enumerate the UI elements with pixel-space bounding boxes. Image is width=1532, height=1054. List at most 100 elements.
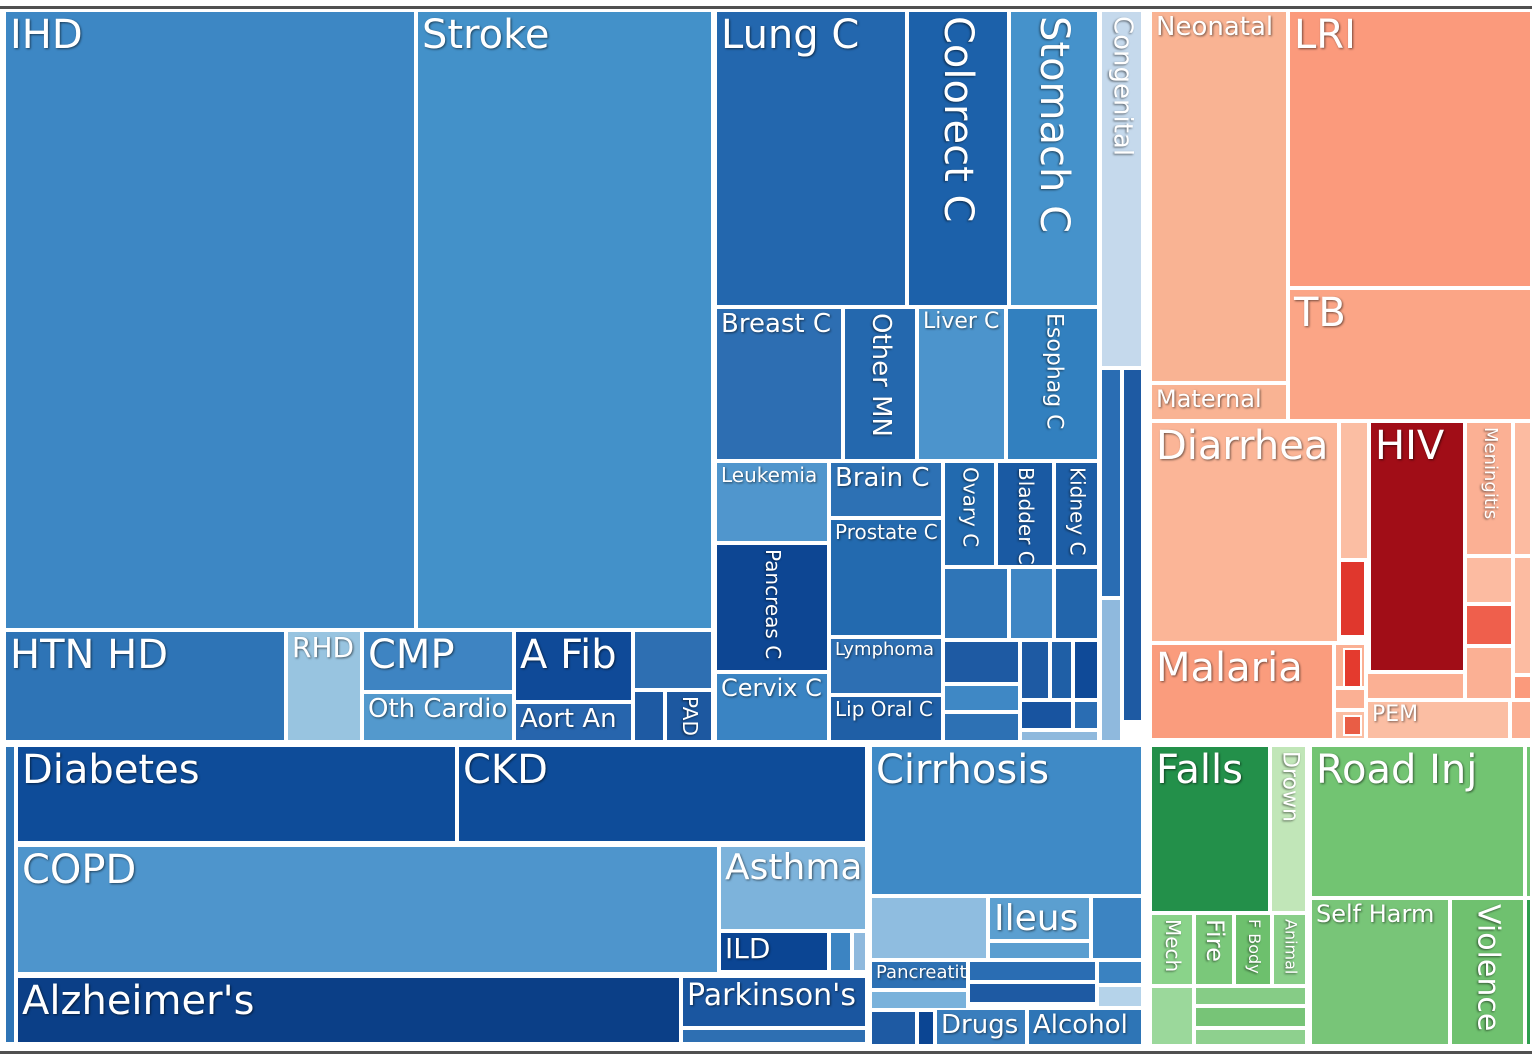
cell-unlabeled-81 [1465,604,1513,646]
label-cervix-c: Cervix C [721,674,822,702]
cell-animal: Animal [1272,913,1307,986]
cell-brain-c: Brain C [829,461,943,518]
cell-unlabeled-108 [1525,898,1532,1046]
label-alcohol: Alcohol [1033,1010,1128,1040]
cell-oth-cardio: Oth Cardio [362,692,514,742]
label-cmp: CMP [368,632,455,678]
cell-lung-c: Lung C [715,10,907,307]
cell-cmp: CMP [362,630,514,692]
label-stomach-c: Stomach C [1031,16,1077,234]
label-pancreatit: Pancreatit [876,962,967,983]
cell-neonatal: Neonatal [1150,10,1288,383]
cell-pancreas-c: Pancreas C [715,543,829,672]
label-esophag-c: Esophag C [1041,313,1067,430]
label-drown: Drown [1277,751,1303,822]
cell-cirrhosis: Cirrhosis [870,745,1143,896]
label-lymphoma: Lymphoma [835,639,934,660]
label-f-body: F Body [1244,919,1264,974]
cell-alcohol: Alcohol [1027,1008,1143,1046]
cell-lymphoma: Lymphoma [829,637,943,695]
cell-asthma: Asthma [719,845,867,931]
cell-unlabeled-61 [968,960,1097,982]
cell-ihd: IHD [4,10,416,630]
label-liver-c: Liver C [923,309,1000,334]
label-leukemia: Leukemia [721,463,818,487]
cell-other-mn: Other MN [843,307,917,461]
label-brain-c: Brain C [835,463,930,493]
cell-maternal: Maternal [1150,383,1288,421]
cell-liver-c: Liver C [917,307,1006,461]
label-congenital: Congenital [1107,16,1138,157]
label-colorect-c: Colorect C [935,16,981,223]
cell-unlabeled-75 [1339,421,1369,560]
label-ihd: IHD [10,12,83,58]
cell-congenital: Congenital [1100,10,1143,368]
label-mech: Mech [1161,919,1185,973]
cell-unlabeled-50 [829,931,852,972]
cell-unlabeled-8 [633,630,713,690]
cell-violence: Violence [1450,898,1525,1046]
cell-unlabeled-34 [1054,567,1099,640]
cell-prostate-c: Prostate C [829,518,943,637]
treemap-frame [0,6,1532,1054]
label-hiv: HIV [1375,423,1445,469]
label-rhd: RHD [292,631,355,664]
cell-kidney-c: Kidney C [1054,461,1099,567]
label-drugs: Drugs [941,1010,1019,1040]
cell-malaria: Malaria [1150,643,1334,740]
cell-unlabeled-17 [1100,598,1122,742]
label-malaria: Malaria [1156,645,1303,691]
label-ileus: Ileus [994,898,1079,939]
cell-alzheimers: Alzheimer's [16,976,681,1044]
cell-pem: PEM [1366,700,1510,740]
cell-a-fib: A Fib [514,630,633,702]
cell-unlabeled-66 [870,1010,917,1046]
cell-unlabeled-84 [1513,675,1532,700]
cell-unlabeled-15 [1100,368,1122,598]
cell-unlabeled-36 [943,684,1020,712]
label-tb: TB [1294,290,1346,336]
cell-stomach-c: Stomach C [1009,10,1099,307]
cell-unlabeled-51 [852,931,867,972]
label-maternal: Maternal [1156,385,1262,413]
cell-bladder-c: Bladder C [996,461,1054,567]
label-ckd: CKD [463,747,548,793]
cell-unlabeled-62 [1097,960,1143,985]
cell-stroke: Stroke [416,10,713,630]
label-diabetes: Diabetes [22,747,200,793]
cell-unlabeled-37 [943,712,1020,742]
label-ild: ILD [725,932,771,965]
cell-unlabeled-105 [1194,1028,1307,1046]
label-lri: LRI [1294,12,1356,58]
cell-meningitis: Meningitis [1465,421,1513,556]
cell-drugs: Drugs [935,1008,1027,1046]
cell-mech: Mech [1150,913,1194,986]
cell-lri: LRI [1288,10,1532,288]
cell-unlabeled-87 [1343,648,1362,688]
cell-unlabeled-76 [1339,560,1366,637]
cell-leukemia: Leukemia [715,461,829,543]
cell-unlabeled-102 [1150,986,1194,1046]
label-diarrhea: Diarrhea [1156,423,1329,469]
cell-unlabeled-64 [968,982,1097,1004]
cell-unlabeled-63 [870,990,968,1010]
cell-ileus: Ileus [988,896,1091,941]
label-pancreas-c: Pancreas C [761,549,785,660]
cell-unlabeled-97 [1525,745,1532,898]
cell-ckd: CKD [457,745,867,843]
cell-unlabeled-82 [1465,646,1513,700]
label-fire: Fire [1200,919,1229,962]
label-lung-c: Lung C [721,12,860,58]
label-prostate-c: Prostate C [835,520,938,544]
cell-unlabeled-9 [633,690,665,742]
label-neonatal: Neonatal [1156,12,1274,42]
cell-colorect-c: Colorect C [907,10,1009,307]
cell-unlabeled-41 [1020,700,1073,730]
cell-unlabeled-80 [1465,556,1513,604]
label-other-mn: Other MN [865,313,896,437]
cell-unlabeled-43 [1020,730,1099,742]
cell-rhd: RHD [286,630,362,742]
cell-ovary-c: Ovary C [943,461,996,567]
label-parkinsons: Parkinson's [687,978,857,1013]
